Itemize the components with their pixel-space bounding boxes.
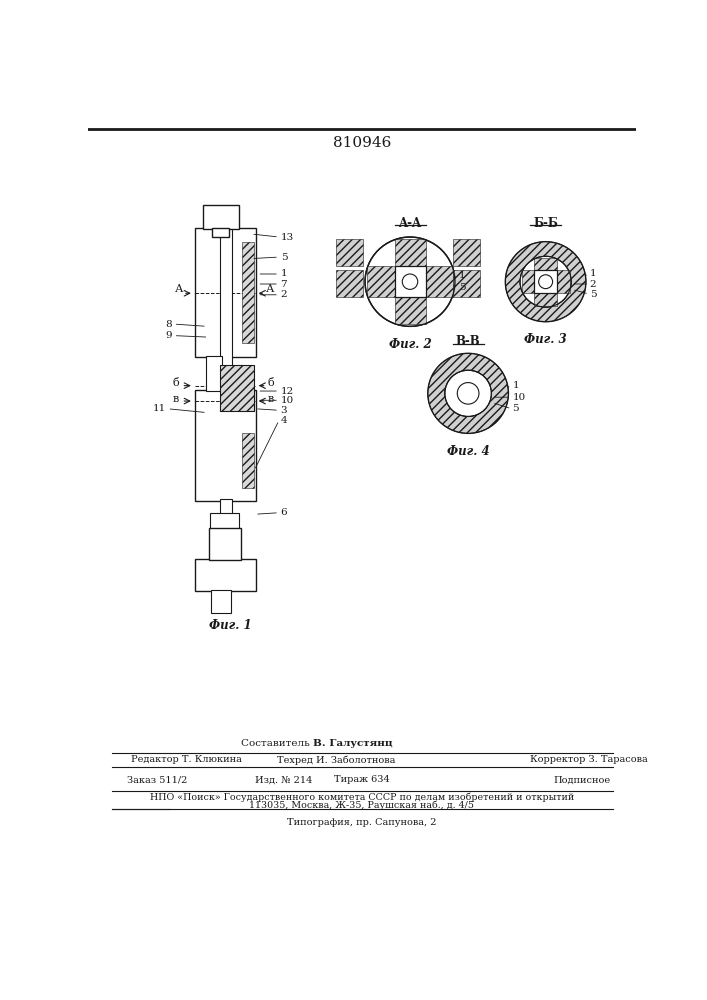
Text: Составитель: Составитель (241, 739, 313, 748)
Text: 5: 5 (513, 404, 519, 413)
Text: Фиг. 1: Фиг. 1 (209, 619, 252, 632)
Text: 12: 12 (281, 387, 294, 396)
Bar (209, 528, 241, 560)
Bar (395, 266, 426, 297)
Text: Фиг. 4: Фиг. 4 (447, 445, 489, 458)
Bar (242, 242, 255, 343)
Text: В. Галустянц: В. Галустянц (313, 739, 392, 748)
Text: 810946: 810946 (333, 136, 391, 150)
Text: Изд. № 214: Изд. № 214 (255, 775, 312, 784)
Text: 13: 13 (281, 233, 294, 242)
Text: 9: 9 (165, 331, 172, 340)
Text: в: в (268, 394, 274, 404)
Text: Корректор З. Тарасова: Корректор З. Тарасова (530, 755, 648, 764)
Text: Фиг. 2: Фиг. 2 (389, 338, 431, 351)
Bar (534, 258, 557, 270)
Bar (212, 228, 230, 237)
Bar (220, 365, 255, 411)
Text: 2: 2 (590, 280, 597, 289)
Text: Фиг. 3: Фиг. 3 (525, 333, 567, 346)
Circle shape (445, 370, 491, 416)
Text: 10: 10 (513, 393, 525, 402)
Text: б: б (268, 378, 274, 388)
Text: 7: 7 (281, 280, 287, 289)
Text: А: А (266, 284, 274, 294)
Text: Редактор Т. Клюкина: Редактор Т. Клюкина (131, 755, 242, 764)
Text: 1: 1 (459, 271, 465, 280)
Bar (522, 270, 534, 293)
Bar (242, 433, 255, 488)
Circle shape (365, 237, 455, 326)
Bar (220, 225, 232, 383)
Bar (534, 293, 557, 306)
Text: В-В: В-В (456, 335, 481, 348)
Text: в: в (173, 394, 179, 404)
Circle shape (402, 274, 418, 289)
Text: Тираж 634: Тираж 634 (334, 775, 390, 784)
Text: Подписное: Подписное (554, 775, 611, 784)
Circle shape (457, 383, 479, 404)
Bar (195, 389, 256, 501)
Text: 1: 1 (590, 269, 597, 278)
Text: 6: 6 (281, 508, 287, 517)
Bar (195, 228, 256, 357)
Bar (220, 499, 232, 514)
Bar (452, 270, 480, 297)
Bar (220, 365, 255, 411)
Text: Техред И. Заболотнова: Техред И. Заболотнова (277, 755, 395, 765)
Text: б: б (173, 378, 180, 388)
Text: Заказ 511/2: Заказ 511/2 (127, 775, 187, 784)
Text: НПО «Поиск» Государственного комитета СССР по делам изобретений и открытий: НПО «Поиск» Государственного комитета СС… (150, 793, 574, 802)
Text: 11: 11 (153, 404, 166, 413)
Text: 5: 5 (590, 290, 597, 299)
Bar (336, 239, 363, 266)
Bar (211, 590, 231, 613)
Bar (557, 270, 570, 293)
Bar (206, 356, 222, 391)
Text: A-A: A-A (399, 217, 421, 230)
Text: 2: 2 (281, 290, 287, 299)
Bar (426, 266, 452, 297)
Text: 8: 8 (165, 320, 172, 329)
Bar (203, 205, 239, 229)
Bar (210, 513, 239, 530)
Bar (395, 297, 426, 324)
Text: Б-Б: Б-Б (533, 217, 558, 230)
Text: 4: 4 (281, 416, 287, 425)
Text: 5: 5 (459, 283, 465, 292)
Bar (195, 559, 256, 591)
Text: А: А (175, 284, 183, 294)
Circle shape (539, 275, 553, 289)
Text: 3: 3 (281, 406, 287, 415)
Text: 1: 1 (513, 381, 519, 390)
Bar (534, 270, 557, 293)
Text: 113035, Москва, Ж-35, Раушская наб., д. 4/5: 113035, Москва, Ж-35, Раушская наб., д. … (250, 801, 474, 810)
Bar (452, 239, 480, 266)
Text: 1: 1 (281, 269, 287, 278)
Bar (336, 270, 363, 297)
Bar (395, 239, 426, 266)
Text: Типография, пр. Сапунова, 2: Типография, пр. Сапунова, 2 (287, 818, 437, 827)
Bar (368, 266, 395, 297)
Text: 5: 5 (281, 253, 287, 262)
Text: 10: 10 (281, 396, 294, 405)
Circle shape (520, 256, 571, 307)
